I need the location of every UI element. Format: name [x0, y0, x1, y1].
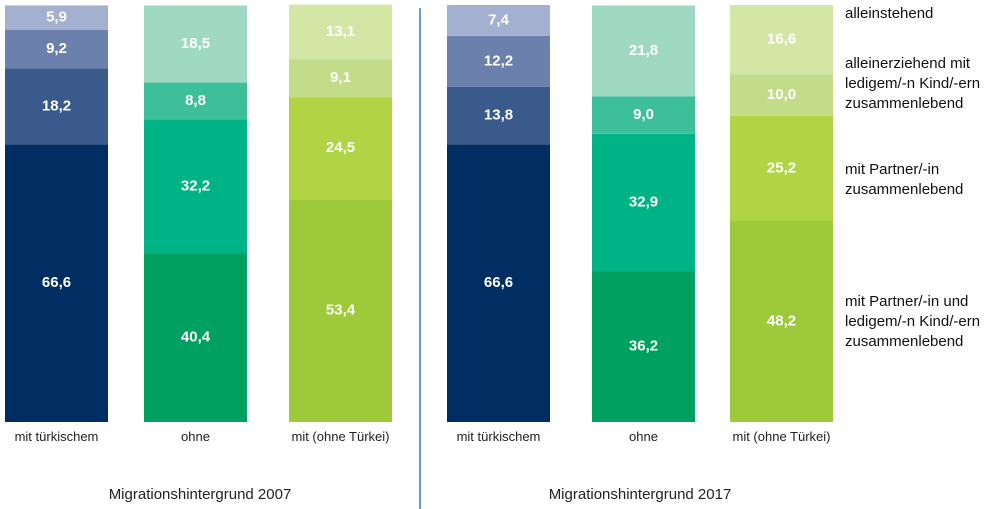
bar-segment	[144, 119, 247, 254]
value-label: 16,6	[767, 31, 796, 48]
bar-segment	[5, 30, 108, 69]
bar-segment	[447, 144, 550, 422]
value-label: 66,6	[484, 274, 513, 291]
value-label: 8,8	[185, 92, 206, 109]
x-tick-label: mit (ohne Türkei)	[291, 429, 390, 444]
value-label: 13,8	[484, 106, 513, 123]
bar-segment	[5, 68, 108, 145]
value-label: 40,4	[181, 329, 211, 346]
bar-segment	[730, 115, 833, 222]
bar-segment	[144, 253, 247, 422]
x-axis-label: Migrationshintergrund 2007	[108, 486, 292, 503]
value-label: 18,2	[42, 97, 71, 114]
legend-entry: mit Partner/-in und ledigem/-n Kind/-ern…	[845, 293, 981, 350]
legend-entry: alleinerziehend mit ledigem/-n Kind/-ern…	[845, 55, 981, 112]
value-label: 32,9	[629, 193, 658, 210]
bar-segment	[447, 5, 550, 36]
bar-segment	[730, 5, 833, 75]
bar-segment	[5, 5, 108, 31]
x-tick-label: mit türkischem	[14, 429, 99, 444]
value-label: 12,2	[484, 52, 513, 69]
value-label: 66,6	[42, 274, 71, 291]
x-tick-label: mit türkischem	[456, 429, 541, 444]
x-tick-label: ohne	[629, 429, 658, 444]
value-label: 13,1	[326, 23, 355, 40]
bar-segment	[289, 97, 392, 200]
value-label: 9,0	[633, 106, 654, 123]
bar-segment	[289, 4, 392, 60]
bar-segment	[592, 133, 695, 272]
bar-segment	[730, 74, 833, 116]
bar-segment	[592, 5, 695, 97]
value-label: 5,9	[46, 9, 67, 26]
value-label: 9,2	[46, 40, 67, 57]
value-label: 24,5	[326, 139, 355, 156]
bar-segment	[447, 86, 550, 145]
legend-entry: alleinstehend	[845, 5, 934, 22]
x-tick-label: mit (ohne Türkei)	[732, 429, 831, 444]
bar-segment	[289, 199, 392, 422]
bar-segment	[592, 271, 695, 422]
value-label: 48,2	[767, 312, 796, 329]
value-label: 18,5	[181, 35, 210, 52]
value-label: 36,2	[629, 337, 658, 354]
x-tick-label: ohne	[181, 429, 210, 444]
bar-segment	[289, 59, 392, 98]
bar-segment	[5, 144, 108, 422]
value-label: 21,8	[629, 42, 658, 59]
value-label: 10,0	[767, 86, 796, 103]
bar-segment	[730, 221, 833, 422]
bar-segment	[144, 5, 247, 83]
bar-segment	[592, 96, 695, 134]
value-label: 53,4	[326, 302, 356, 319]
value-label: 7,4	[488, 11, 510, 28]
x-axis-label: Migrationshintergrund 2017	[548, 486, 732, 503]
value-label: 25,2	[767, 159, 796, 176]
legend-entry: mit Partner/-in zusammenlebend	[845, 161, 964, 198]
bar-segment	[447, 35, 550, 87]
bar-segment	[144, 82, 247, 120]
value-label: 32,2	[181, 177, 210, 194]
value-label: 9,1	[330, 69, 351, 86]
